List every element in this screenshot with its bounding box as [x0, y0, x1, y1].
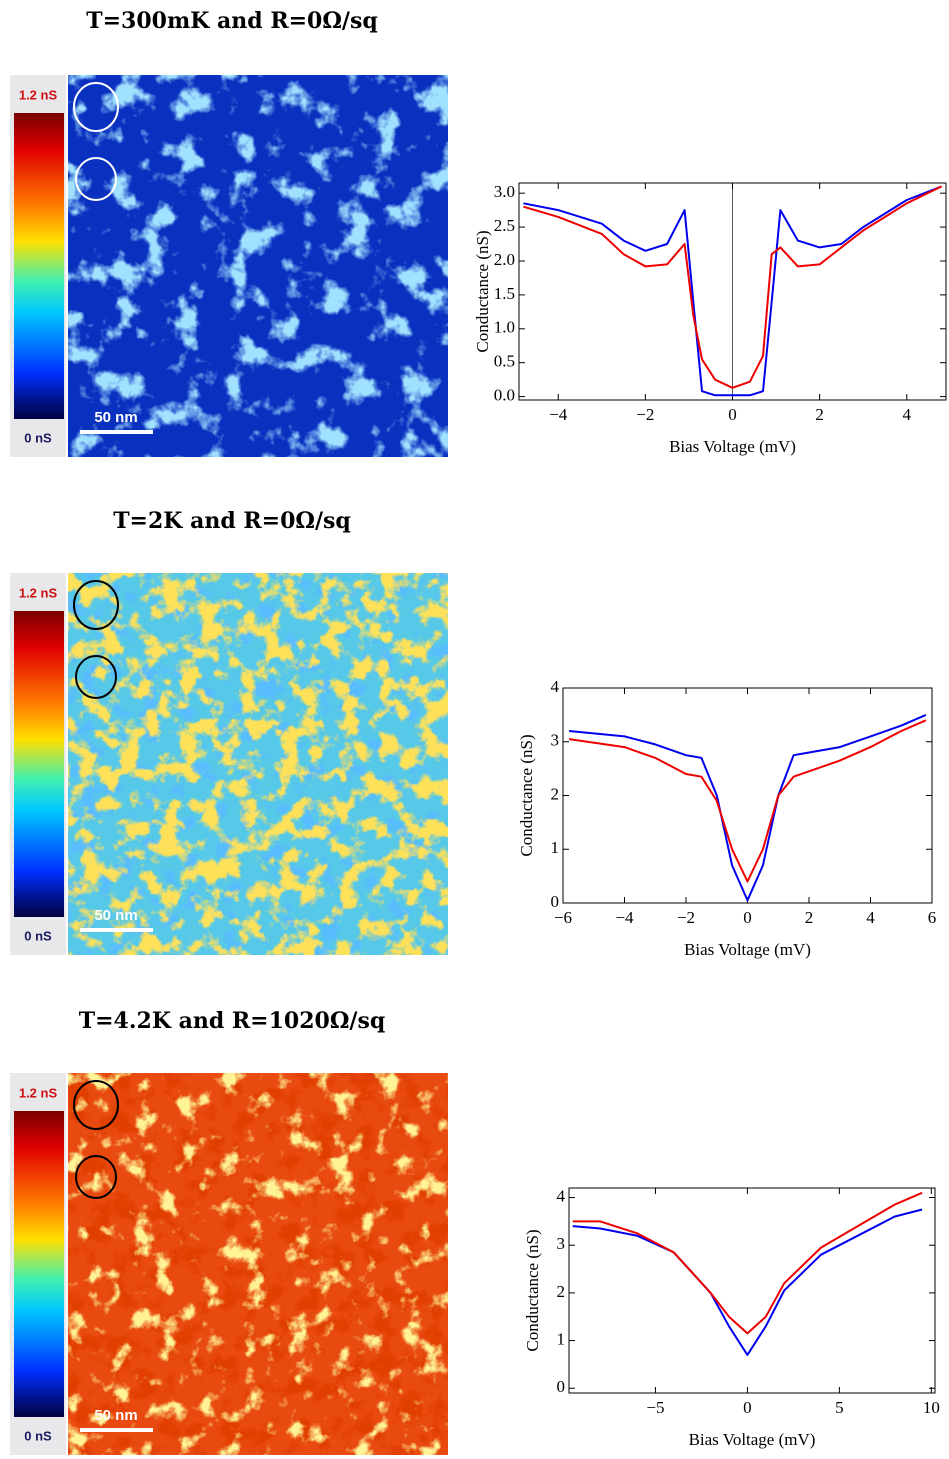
x-tick-label: 0 — [728, 405, 737, 424]
marker-circle — [75, 655, 117, 699]
colorbar-min: 0 nS — [24, 430, 52, 445]
x-tick-label: 4 — [866, 908, 875, 927]
x-tick-label: −4 — [615, 908, 634, 927]
series-line — [568, 719, 927, 883]
y-tick-label: 1.5 — [494, 284, 515, 303]
x-tick-label: 4 — [903, 405, 912, 424]
x-tick-label: 0 — [743, 1398, 752, 1417]
y-tick-label: 3 — [551, 731, 560, 750]
y-tick-label: 0 — [557, 1377, 566, 1396]
y-tick-label: 0.5 — [494, 352, 515, 371]
y-tick-label: 0 — [551, 892, 560, 911]
x-axis-label: Bias Voltage (mV) — [669, 437, 796, 456]
plot-frame — [562, 687, 933, 904]
x-tick-label: 5 — [835, 1398, 844, 1417]
scale-bar — [80, 1428, 153, 1432]
y-tick-label: 3 — [557, 1234, 566, 1253]
y-tick-label: 4 — [551, 677, 560, 696]
y-axis-label: Conductance (nS) — [473, 230, 492, 352]
x-tick-label: 2 — [805, 908, 814, 927]
y-tick-label: 2 — [557, 1282, 566, 1301]
scale-bar — [80, 928, 153, 932]
x-tick-label: 10 — [923, 1398, 940, 1417]
colorbar-max: 1.2 nS — [19, 87, 58, 102]
y-tick-label: 2.0 — [494, 250, 515, 269]
plot-frame — [568, 1187, 936, 1394]
panel-title: T=2K and R=0Ω/sq — [113, 508, 351, 534]
scale-bar-label: 50 nm — [94, 409, 137, 426]
x-axis-label: Bias Voltage (mV) — [684, 940, 811, 959]
panel-title: T=300mK and R=0Ω/sq — [86, 8, 378, 34]
x-tick-label: −4 — [549, 405, 568, 424]
marker-circle — [75, 157, 117, 201]
y-tick-label: 1 — [551, 838, 560, 857]
marker-circle — [73, 82, 119, 132]
x-tick-label: −2 — [677, 908, 695, 927]
y-axis-label: Conductance (nS) — [517, 734, 536, 856]
x-tick-label: 0 — [743, 908, 752, 927]
map-texture — [68, 75, 448, 457]
marker-circle — [75, 1155, 117, 1199]
series-line — [572, 1191, 923, 1335]
y-tick-label: 2 — [551, 784, 560, 803]
y-tick-label: 1.0 — [494, 318, 515, 337]
scale-bar-label: 50 nm — [94, 907, 137, 924]
scale-bar — [80, 430, 153, 434]
y-tick-label: 3.0 — [494, 182, 515, 201]
series-line — [569, 713, 927, 902]
marker-circle — [73, 580, 119, 630]
x-tick-label: 6 — [928, 908, 937, 927]
y-tick-label: 0.0 — [494, 386, 515, 405]
colorbar-min: 0 nS — [24, 928, 52, 943]
x-tick-label: 2 — [815, 405, 824, 424]
colorbar — [14, 611, 64, 917]
x-tick-label: −5 — [646, 1398, 664, 1417]
scale-bar-label: 50 nm — [94, 1407, 137, 1424]
series-line — [523, 185, 942, 397]
y-tick-label: 2.5 — [494, 216, 515, 235]
y-axis-label: Conductance (nS) — [523, 1229, 542, 1351]
colorbar-min: 0 nS — [24, 1428, 52, 1443]
x-axis-label: Bias Voltage (mV) — [689, 1430, 816, 1449]
colorbar — [14, 113, 64, 419]
colorbar-max: 1.2 nS — [19, 1085, 58, 1100]
map-texture — [68, 1073, 448, 1455]
colorbar-max: 1.2 nS — [19, 585, 58, 600]
series-line — [523, 185, 943, 389]
x-tick-label: −6 — [554, 908, 572, 927]
series-line — [572, 1208, 923, 1356]
x-tick-label: −2 — [636, 405, 654, 424]
y-tick-label: 4 — [557, 1186, 566, 1205]
marker-circle — [73, 1080, 119, 1130]
panel-title: T=4.2K and R=1020Ω/sq — [79, 1008, 386, 1034]
y-tick-label: 1 — [557, 1329, 566, 1348]
map-texture — [68, 573, 448, 955]
colorbar — [14, 1111, 64, 1417]
